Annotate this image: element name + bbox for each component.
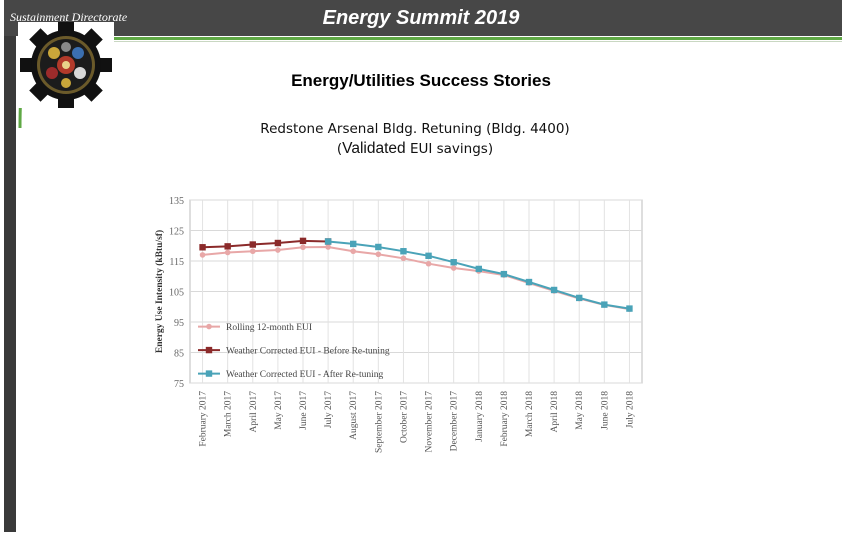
caption-paren: ( xyxy=(336,141,343,157)
legend-entry: Rolling 12-month EUI xyxy=(226,323,312,333)
x-tick-label: June 2018 xyxy=(600,391,610,430)
gear-emblem-icon xyxy=(20,21,112,109)
directorate-logo xyxy=(18,21,114,109)
directorate-label: Sustainment Directorate xyxy=(10,10,128,24)
series-1-point xyxy=(400,255,407,262)
x-tick-label: March 2017 xyxy=(224,391,234,437)
series-3-point xyxy=(450,259,457,266)
x-tick-label: August 2017 xyxy=(349,391,359,440)
x-tick-label: October 2017 xyxy=(399,391,409,443)
y-tick-label: 75 xyxy=(174,379,184,390)
x-tick-label: January 2018 xyxy=(475,391,485,442)
series-1-point xyxy=(300,244,306,251)
y-axis-label: Energy Use Intensity (kBtu/sf) xyxy=(154,230,165,353)
legend-swatch-marker xyxy=(205,346,213,354)
y-tick-label: 125 xyxy=(169,227,184,238)
series-3-point xyxy=(350,240,357,248)
x-tick-label: February 2018 xyxy=(500,391,510,447)
y-tick-label: 135 xyxy=(169,196,184,207)
series-3-point xyxy=(324,238,332,245)
caption-rest: EUI savings) xyxy=(405,141,494,157)
caption-line-2: (Validated EUI savings) xyxy=(200,139,630,159)
series-3-point xyxy=(500,270,508,278)
presentation-title: Energy Summit 2019 xyxy=(322,7,520,29)
series-1-point xyxy=(350,248,357,255)
series-3-point xyxy=(576,294,583,302)
x-tick-label: June 2017 xyxy=(299,391,309,430)
series-3-point xyxy=(475,265,482,273)
series-3-point xyxy=(375,243,382,251)
x-tick-label: May 2018 xyxy=(575,391,585,430)
x-tick-label: November 2017 xyxy=(425,391,435,453)
legend-swatch-marker xyxy=(205,370,213,377)
series-1-point xyxy=(450,265,457,271)
series-line-2 xyxy=(202,239,329,249)
series-1-point xyxy=(375,251,382,258)
x-tick-label: December 2017 xyxy=(450,391,460,452)
series-1-point xyxy=(224,249,231,256)
x-tick-label: May 2017 xyxy=(274,391,284,430)
x-tick-label: July 2017 xyxy=(324,391,334,428)
y-tick-label: 95 xyxy=(174,318,184,329)
header-accent-line xyxy=(112,37,842,40)
legend-entry: Weather Corrected EUI - Before Re-tuning xyxy=(226,346,390,357)
legend-entry: Weather Corrected EUI - After Re-tuning xyxy=(226,369,383,380)
series-1-point xyxy=(425,260,432,267)
caption-line-1: Redstone Arsenal Bldg. Retuning (Bldg. 4… xyxy=(260,121,570,137)
series-2-point xyxy=(299,237,307,245)
x-tick-label: March 2018 xyxy=(525,391,535,437)
x-tick-label: July 2018 xyxy=(625,391,635,428)
title-bar xyxy=(4,0,842,36)
chart-caption: Redstone Arsenal Bldg. Retuning (Bldg. 4… xyxy=(200,119,630,159)
x-tick-label: April 2017 xyxy=(249,391,259,433)
series-1-point xyxy=(325,244,331,250)
series-1-point xyxy=(275,247,281,253)
series-3-point xyxy=(601,301,608,308)
series-2-point xyxy=(199,244,206,251)
series-3-point xyxy=(425,252,432,260)
left-accent-bar xyxy=(4,36,16,532)
eui-line-chart: 75 85 95 105 115 125 135 February 2017 March 201… xyxy=(154,196,643,453)
series-1-point xyxy=(199,252,206,258)
section-heading: Energy/Utilities Success Stories xyxy=(0,71,842,91)
series-1-point xyxy=(249,248,256,255)
header-accent-line-thin xyxy=(112,41,842,42)
x-tick-label: April 2018 xyxy=(550,391,560,433)
y-tick-label: 105 xyxy=(169,288,184,299)
series-3-point xyxy=(626,305,633,312)
x-tick-label: February 2017 xyxy=(199,391,209,447)
series-2-point xyxy=(249,241,256,248)
series-3-point xyxy=(400,248,407,255)
section-heading-text: Energy/Utilities Success Stories xyxy=(291,71,551,90)
y-tick-label: 85 xyxy=(174,349,184,360)
series-2-point xyxy=(224,243,231,250)
series-2-point xyxy=(274,239,282,247)
series-3-point xyxy=(525,278,533,286)
y-tick-label: 115 xyxy=(169,257,184,268)
legend-swatch-marker xyxy=(206,323,212,330)
caption-validated: Validated xyxy=(342,140,406,157)
series-3-point xyxy=(550,286,558,294)
x-tick-label: September 2017 xyxy=(374,391,384,453)
